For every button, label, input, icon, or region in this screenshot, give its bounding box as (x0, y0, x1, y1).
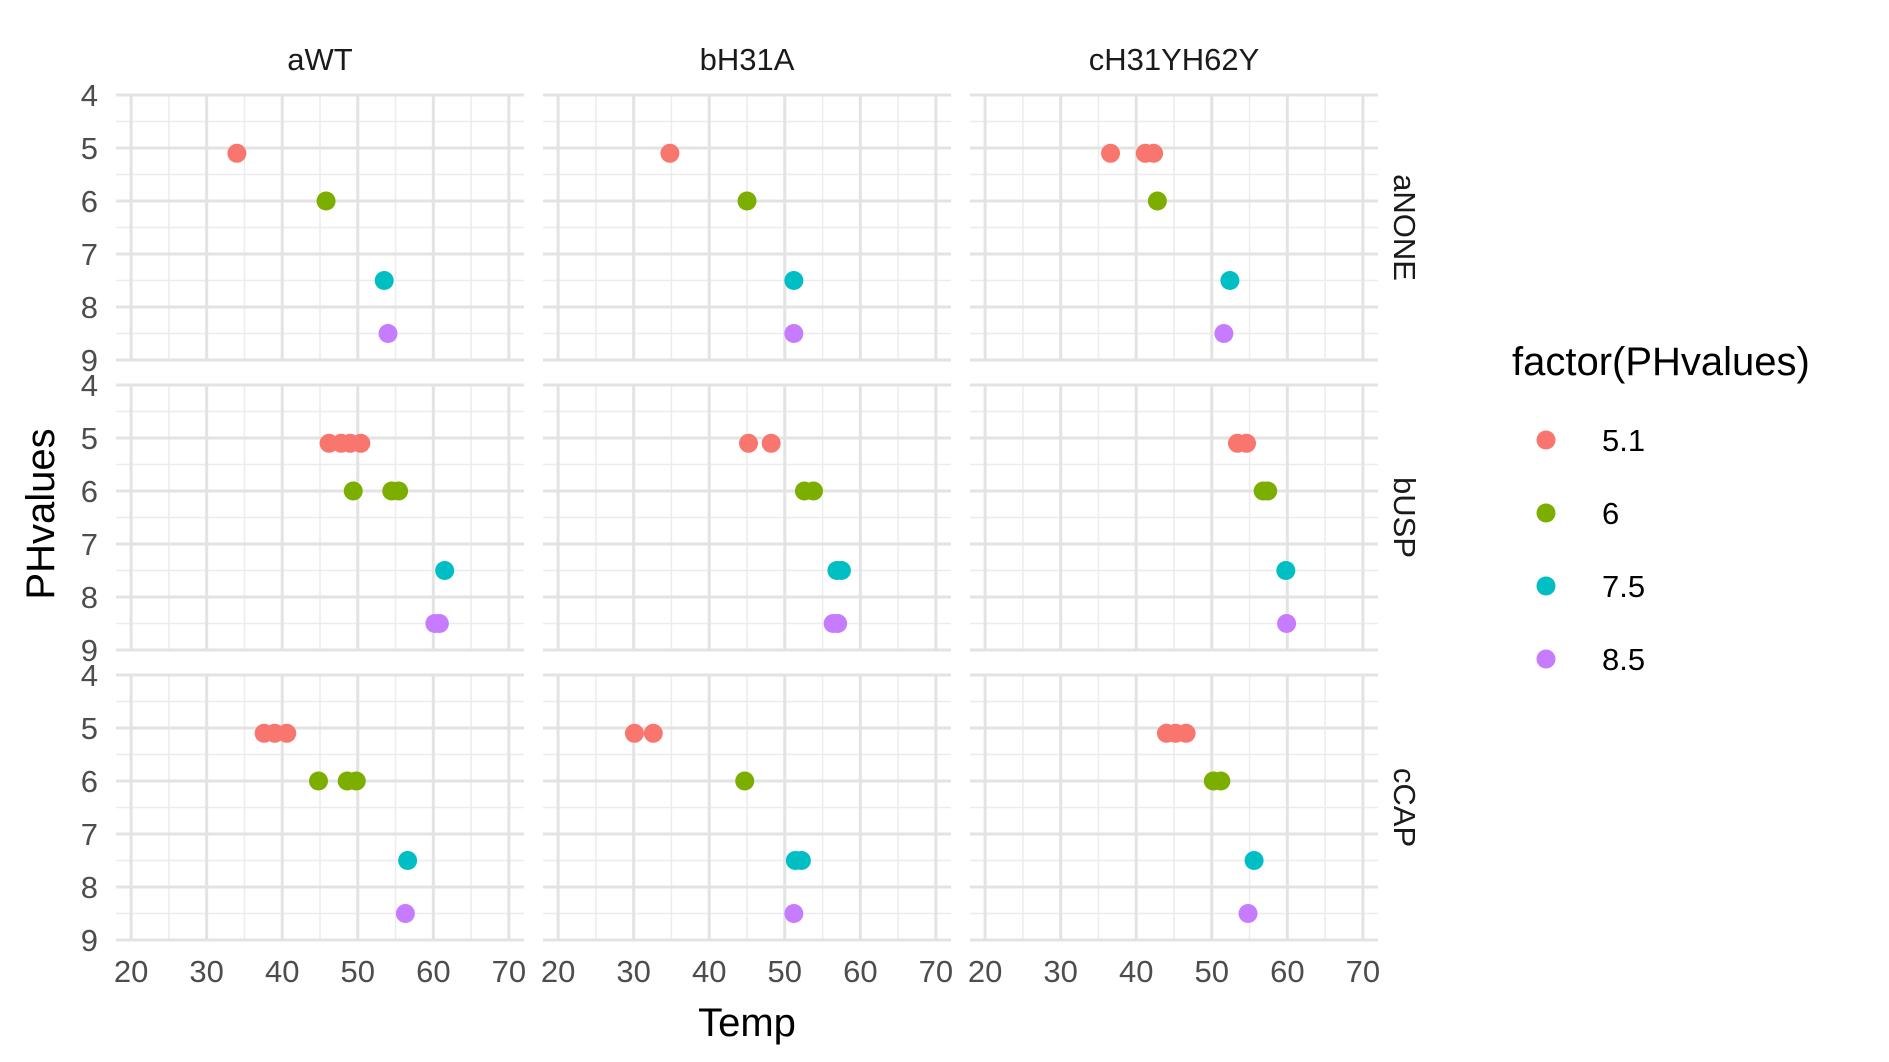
y-tick-label: 9 (81, 633, 98, 668)
x-tick-label: 40 (265, 954, 299, 989)
data-point (761, 433, 781, 453)
data-point (374, 271, 394, 290)
legend-label: 8.5 (1602, 642, 1645, 677)
data-point (739, 433, 759, 453)
data-point (429, 614, 449, 633)
data-point (624, 723, 644, 743)
facet-row-label: bUSP (1387, 477, 1422, 558)
x-tick-label: 70 (492, 954, 526, 989)
x-tick-label: 60 (1270, 954, 1304, 989)
y-tick-label: 5 (81, 421, 98, 456)
data-point (343, 481, 363, 501)
y-tick-label: 7 (81, 237, 98, 272)
y-tick-label: 4 (81, 658, 98, 693)
y-tick-label: 7 (81, 817, 98, 852)
facet-column-label: aWT (287, 42, 353, 77)
legend-label: 5.1 (1602, 423, 1645, 458)
data-point (1144, 143, 1164, 163)
data-point (1101, 143, 1121, 163)
x-tick-label: 70 (1346, 954, 1380, 989)
x-tick-label: 50 (1195, 954, 1229, 989)
facet-row-label: aNONE (1387, 174, 1422, 281)
x-tick-label: 50 (768, 954, 802, 989)
x-tick-label: 60 (843, 954, 877, 989)
y-tick-label: 4 (81, 368, 98, 403)
x-tick-label: 60 (416, 954, 450, 989)
legend-title: factor(PHvalues) (1512, 340, 1810, 384)
y-tick-label: 5 (81, 711, 98, 746)
data-point (1214, 324, 1234, 343)
x-axis-title: Temp (698, 1001, 796, 1045)
data-point (398, 851, 418, 870)
x-tick-label: 30 (189, 954, 223, 989)
data-point (435, 561, 455, 580)
legend-key (1536, 503, 1556, 523)
legend: factor(PHvalues) 5.1 6 7.5 8.5 (1512, 340, 1810, 677)
x-tick-label: 40 (692, 954, 726, 989)
data-point (1237, 433, 1257, 453)
data-point (1258, 481, 1278, 501)
y-tick-label: 5 (81, 131, 98, 166)
data-point (784, 904, 804, 923)
data-point (1176, 723, 1196, 743)
labels-layer: aWT bH31A cH31YH62YaNONEbUSPcCAP4567894567… (81, 42, 1422, 989)
x-tick-label: 70 (919, 954, 953, 989)
legend-key (1536, 430, 1556, 450)
data-point (735, 771, 755, 791)
data-point (660, 143, 680, 163)
data-point (308, 771, 328, 791)
y-tick-label: 8 (81, 290, 98, 325)
data-point (1147, 191, 1167, 211)
data-point (389, 481, 409, 501)
y-tick-label: 6 (81, 474, 98, 509)
data-point (1211, 771, 1231, 791)
data-point (1220, 271, 1240, 290)
x-tick-label: 30 (616, 954, 650, 989)
facet-column-label: bH31A (700, 42, 795, 77)
data-point (791, 851, 811, 870)
data-point (828, 614, 848, 633)
points-layer (227, 143, 1297, 923)
data-point (316, 191, 336, 211)
data-point (1277, 614, 1297, 633)
data-point (803, 481, 823, 501)
data-point (831, 561, 851, 580)
data-point (346, 771, 366, 791)
legend-label: 6 (1602, 496, 1619, 531)
y-tick-label: 9 (81, 923, 98, 958)
y-axis-title: PHvalues (19, 428, 63, 599)
legend-key (1536, 649, 1556, 669)
facet-row-label: cCAP (1387, 768, 1422, 847)
x-tick-label: 30 (1043, 954, 1077, 989)
data-point (378, 324, 398, 343)
x-tick-label: 20 (541, 954, 575, 989)
data-point (1276, 561, 1296, 580)
grid-layer (116, 93, 1378, 942)
y-tick-label: 6 (81, 764, 98, 799)
y-tick-label: 6 (81, 184, 98, 219)
legend-label: 7.5 (1602, 569, 1645, 604)
data-point (1238, 904, 1258, 923)
data-point (737, 191, 757, 211)
x-tick-label: 20 (114, 954, 148, 989)
data-point (395, 904, 415, 923)
y-tick-label: 9 (81, 343, 98, 378)
y-tick-label: 4 (81, 78, 98, 113)
data-point (277, 723, 297, 743)
data-point (784, 324, 804, 343)
data-point (351, 433, 371, 453)
legend-key (1536, 576, 1556, 596)
x-tick-label: 50 (341, 954, 375, 989)
data-point (227, 143, 247, 163)
data-point (1244, 851, 1264, 870)
y-tick-label: 8 (81, 580, 98, 615)
data-point (643, 723, 663, 743)
x-tick-label: 40 (1119, 954, 1153, 989)
facet-column-label: cH31YH62Y (1089, 42, 1260, 77)
y-tick-label: 8 (81, 870, 98, 905)
data-point (784, 271, 804, 290)
x-tick-label: 20 (968, 954, 1002, 989)
y-tick-label: 7 (81, 527, 98, 562)
